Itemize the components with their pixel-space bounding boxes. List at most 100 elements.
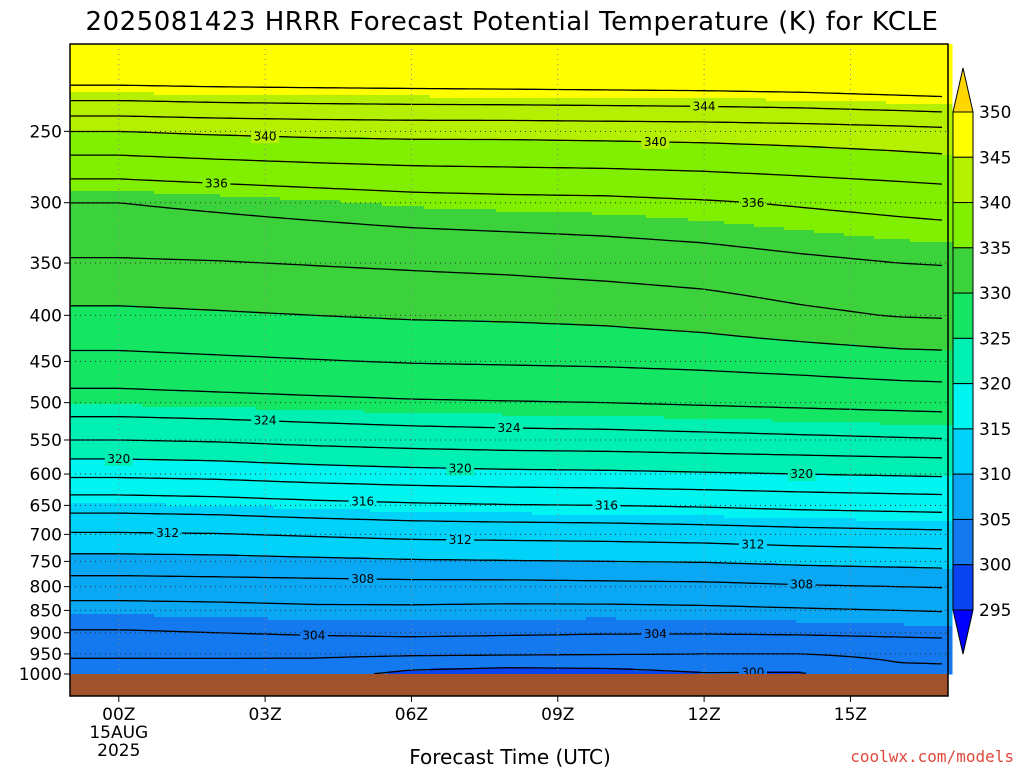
filled-cell	[184, 314, 191, 318]
filled-cell	[124, 95, 131, 99]
filled-cell	[82, 263, 89, 267]
filled-cell	[70, 404, 77, 408]
filled-cell	[166, 611, 173, 615]
filled-cell	[172, 665, 179, 669]
filled-cell	[136, 521, 143, 525]
filled-cell	[148, 200, 155, 204]
filled-cell	[196, 524, 203, 528]
filled-cell	[202, 671, 209, 675]
filled-cell	[190, 212, 197, 216]
filled-cell	[154, 578, 161, 582]
filled-cell	[190, 647, 197, 651]
filled-cell	[208, 326, 215, 330]
filled-cell	[172, 395, 179, 399]
filled-cell	[76, 497, 83, 501]
filled-cell	[184, 506, 191, 510]
filled-cell	[112, 143, 119, 147]
filled-cell	[76, 77, 83, 81]
filled-cell	[112, 470, 119, 474]
filled-cell	[76, 260, 83, 264]
filled-cell	[82, 515, 89, 519]
filled-cell	[196, 590, 203, 594]
filled-cell	[202, 227, 209, 231]
filled-cell	[184, 569, 191, 573]
filled-cell	[112, 338, 119, 342]
filled-cell	[184, 386, 191, 390]
filled-cell	[190, 104, 197, 108]
filled-cell	[208, 263, 215, 267]
filled-cell	[142, 344, 149, 348]
filled-cell	[166, 560, 173, 564]
filled-cell	[166, 644, 173, 648]
filled-cell	[202, 110, 209, 114]
filled-cell	[208, 173, 215, 177]
filled-cell	[106, 233, 113, 237]
filled-cell	[154, 221, 161, 225]
filled-cell	[136, 62, 143, 66]
filled-cell	[88, 635, 95, 639]
filled-cell	[154, 407, 161, 411]
filled-cell	[202, 470, 209, 474]
filled-cell	[136, 554, 143, 558]
filled-cell	[106, 353, 113, 357]
filled-cell	[208, 437, 215, 441]
filled-cell	[166, 506, 173, 510]
filled-cell	[148, 299, 155, 303]
filled-cell	[184, 584, 191, 588]
filled-cell	[184, 581, 191, 585]
filled-cell	[130, 128, 137, 132]
filled-cell	[178, 164, 185, 168]
filled-cell	[172, 284, 179, 288]
filled-cell	[154, 191, 161, 195]
filled-cell	[88, 464, 95, 468]
filled-cell	[82, 170, 89, 174]
filled-cell	[70, 182, 77, 186]
filled-cell	[94, 500, 101, 504]
filled-cell	[124, 224, 131, 228]
filled-cell	[88, 389, 95, 393]
filled-cell	[178, 131, 185, 135]
filled-cell	[184, 167, 191, 171]
filled-cell	[142, 233, 149, 237]
filled-cell	[70, 146, 77, 150]
filled-cell	[148, 623, 155, 627]
filled-cell	[190, 353, 197, 357]
filled-cell	[190, 95, 197, 99]
filled-cell	[172, 398, 179, 402]
filled-cell	[148, 605, 155, 609]
filled-cell	[124, 338, 131, 342]
filled-cell	[118, 302, 125, 306]
filled-cell	[100, 200, 107, 204]
filled-cell	[82, 614, 89, 618]
filled-cell	[202, 107, 209, 111]
filled-cell	[160, 659, 167, 663]
filled-cell	[148, 230, 155, 234]
filled-cell	[124, 203, 131, 207]
filled-cell	[88, 449, 95, 453]
filled-cell	[94, 206, 101, 210]
filled-cell	[184, 101, 191, 105]
filled-cell	[82, 374, 89, 378]
filled-cell	[94, 380, 101, 384]
filled-cell	[160, 281, 167, 285]
filled-cell	[160, 293, 167, 297]
filled-cell	[196, 191, 203, 195]
filled-cell	[130, 74, 137, 78]
filled-cell	[160, 236, 167, 240]
filled-cell	[82, 566, 89, 570]
filled-cell	[100, 587, 107, 591]
filled-cell	[130, 116, 137, 120]
filled-cell	[130, 485, 137, 489]
filled-cell	[112, 296, 119, 300]
filled-cell	[112, 671, 119, 675]
filled-cell	[166, 62, 173, 66]
filled-cell	[106, 212, 113, 216]
filled-cell	[202, 104, 209, 108]
filled-cell	[202, 383, 209, 387]
filled-cell	[196, 287, 203, 291]
filled-cell	[82, 464, 89, 468]
filled-cell	[142, 95, 149, 99]
filled-cell	[208, 143, 215, 147]
filled-cell	[184, 248, 191, 252]
filled-cell	[76, 569, 83, 573]
